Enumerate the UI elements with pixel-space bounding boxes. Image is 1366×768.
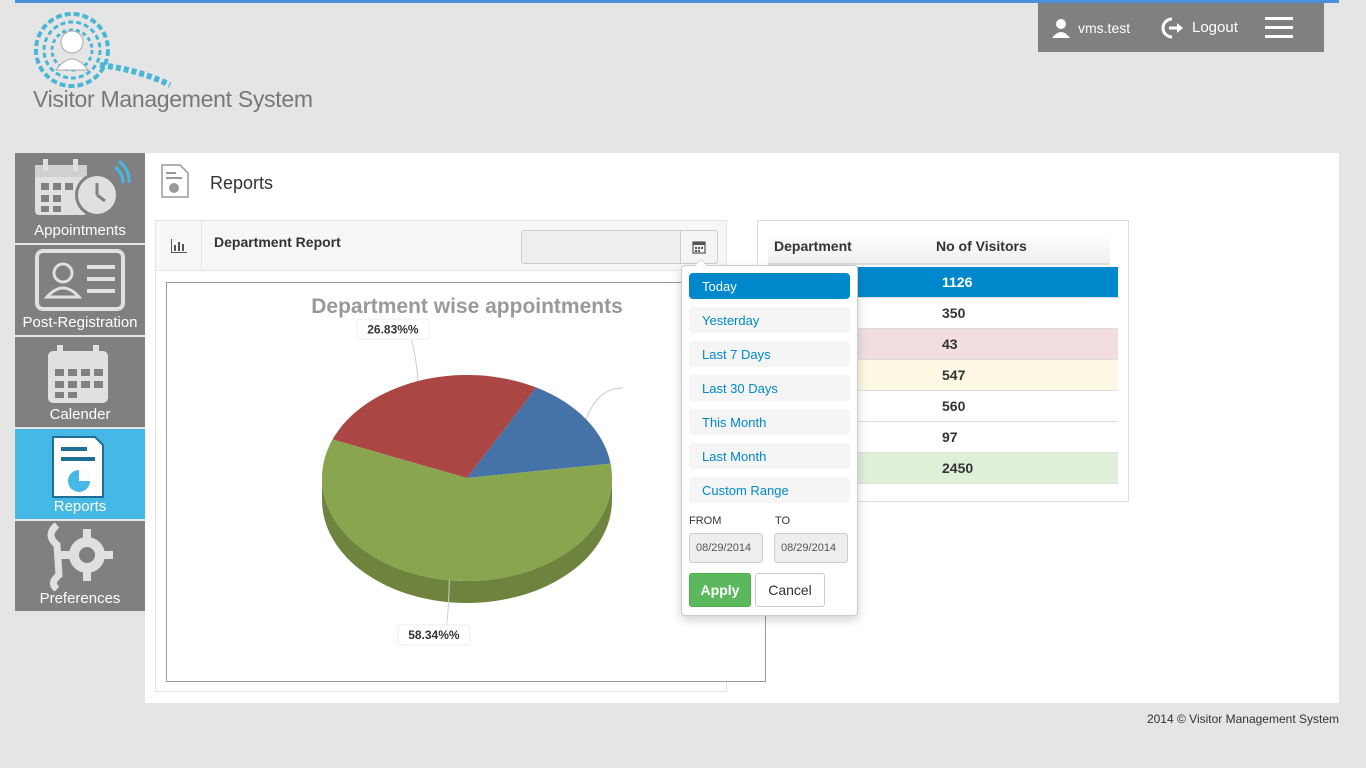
pie-chart-canvas: 26.83%% 58.34%% (322, 318, 624, 646)
chart-title: Department wise appointments (311, 295, 623, 318)
sidebar-item-preferences[interactable]: Preferences (15, 521, 145, 613)
page-title: Reports (210, 173, 274, 193)
username: vms.test (1078, 19, 1131, 36)
visitor-count-cell: 97 (942, 429, 958, 445)
sidebar-item-label: Calender (49, 406, 111, 423)
sidebar-item-label: Appointments (34, 222, 126, 239)
app-logo (30, 10, 330, 120)
user-icon (1052, 18, 1070, 38)
visitor-count-cell: 43 (942, 336, 958, 352)
sidebar-item-label: Post-Registration (22, 314, 138, 331)
calendar-icon (48, 345, 108, 403)
range-option-yesterday[interactable]: Yesterday (689, 307, 850, 333)
top-accent-line (15, 0, 1339, 3)
date-range-button[interactable] (680, 230, 718, 264)
sidebar-item-appointments[interactable]: Appointments (15, 153, 145, 245)
panel-title: Department Report (214, 234, 341, 250)
user-bar: vms.test Logout (1038, 3, 1324, 52)
visitor-count-cell: 1126 (942, 274, 973, 290)
sidebar-item-label: Preferences (39, 590, 121, 607)
pie-slice[interactable] (467, 387, 611, 478)
pie-data-label: 26.83%% (356, 318, 430, 340)
bar-chart-icon (156, 221, 202, 271)
sidebar-item-reports[interactable]: Reports (15, 429, 145, 521)
range-option-this-month[interactable]: This Month (689, 409, 850, 435)
apply-button[interactable]: Apply (689, 573, 751, 607)
logout-button[interactable]: Logout (1160, 3, 1238, 52)
user-menu[interactable]: vms.test (1052, 3, 1130, 52)
sidebar-item-post-registration[interactable]: Post-Registration (15, 245, 145, 337)
to-label: TO (775, 515, 791, 527)
column-header: Department (774, 238, 852, 254)
tools-gear-icon (47, 522, 113, 591)
column-header: No of Visitors (936, 238, 1027, 254)
footer-copyright: 2014 © Visitor Management System (1146, 712, 1339, 726)
from-label: FROM (689, 515, 722, 527)
range-option-last-month[interactable]: Last Month (689, 443, 850, 469)
range-option-custom-range[interactable]: Custom Range (689, 477, 850, 503)
pie-label-connector (585, 387, 624, 420)
pie-label-text: 26.83%% (367, 322, 419, 336)
table-header: Department No of Visitors (768, 231, 1110, 265)
visitor-count-cell: 560 (942, 398, 966, 414)
date-range-input[interactable] (521, 230, 681, 264)
hamburger-icon (1265, 16, 1293, 38)
hamburger-menu-button[interactable] (1264, 3, 1294, 52)
range-option-last-7-days[interactable]: Last 7 Days (689, 341, 850, 367)
app-title: Visitor Management System (33, 86, 313, 112)
logout-label: Logout (1192, 19, 1238, 36)
sidebar-item-label: Reports (53, 498, 107, 515)
logout-icon (1161, 17, 1183, 38)
pie-data-label: 58.34%% (397, 624, 471, 646)
calendar-icon (692, 241, 706, 254)
pie-slice-side (322, 478, 612, 603)
from-date-input[interactable]: 08/29/2014 (689, 533, 763, 563)
cancel-button[interactable]: Cancel (755, 573, 825, 607)
range-option-last-30-days[interactable]: Last 30 Days (689, 375, 850, 401)
date-range-dropdown: Today Yesterday Last 7 Days Last 30 Days Thi… (681, 259, 858, 616)
range-option-today[interactable]: Today (689, 273, 850, 299)
calendar-clock-icon (35, 159, 131, 217)
pie-label-text: 58.34%% (408, 628, 460, 642)
visitor-count-cell: 2450 (942, 460, 974, 476)
pie-slice[interactable] (332, 375, 537, 478)
sidebar: Appointments Post-Registration Calender (15, 153, 145, 613)
visitor-count-cell: 350 (942, 305, 966, 321)
to-date-input[interactable]: 08/29/2014 (774, 533, 848, 563)
pie-slice[interactable] (322, 439, 612, 581)
report-icon (161, 164, 189, 198)
visitor-count-cell: 547 (942, 367, 966, 383)
id-card-icon (35, 249, 125, 311)
pie-chart: Department wise appointments 26.83%% 58.3… (166, 282, 766, 682)
sidebar-item-calender[interactable]: Calender (15, 337, 145, 429)
report-icon (52, 436, 104, 498)
panel-header: Department Report (156, 221, 726, 271)
